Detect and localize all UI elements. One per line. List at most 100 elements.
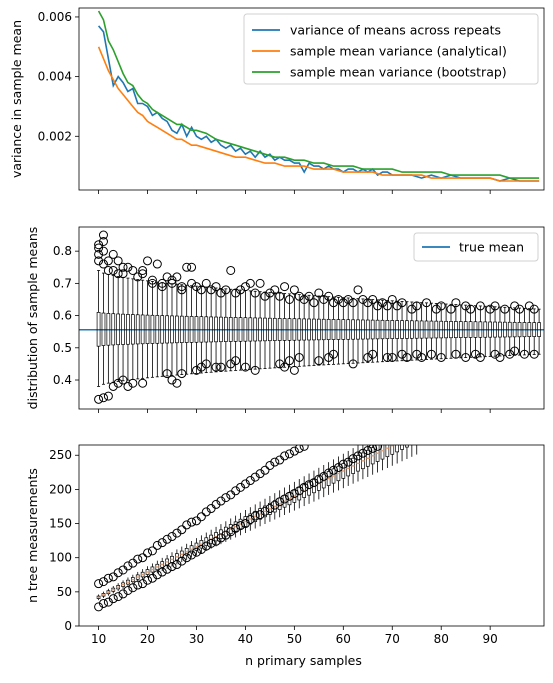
box-26 [175,283,179,376]
outlier-point [451,349,461,359]
outlier-point [211,362,221,372]
box-body [424,320,429,339]
outlier-point [275,497,285,507]
outlier-point [182,520,192,530]
outlier-point [289,488,299,498]
y-tick-label: 0.6 [53,309,72,323]
outlier-point [422,298,432,308]
box-body [458,321,463,338]
box-body [287,318,292,341]
box-body [140,314,145,345]
box-body [507,321,512,338]
x-tick-label: 20 [140,632,155,646]
outlier-point [250,288,260,298]
box-78 [429,302,434,360]
outlier-point [182,262,192,272]
box-body [429,320,434,339]
outlier-point [226,359,236,369]
box-79 [434,303,439,360]
box-89 [483,305,488,358]
box-10 [96,270,101,387]
x-tick-label: 40 [238,632,253,646]
box-body [400,445,404,450]
outlier-point [172,528,182,538]
box-body [405,320,409,339]
outlier-point [280,282,290,292]
box-11 [101,272,106,385]
outlier-point [529,304,539,314]
outlier-point [201,541,211,551]
box-body [189,316,194,343]
outlier-point [466,304,476,314]
box-body [312,318,316,341]
outlier-point [167,275,177,285]
outlier-point [128,378,138,388]
outlier-point [143,575,153,585]
box-56 [321,295,326,366]
outlier-point [103,391,113,401]
outlier-point [294,486,304,496]
outlier-point [128,558,138,568]
outlier-point [108,265,118,275]
outlier-point [255,469,265,479]
outlier-point [240,479,250,489]
outlier-point [138,269,148,279]
outlier-point [216,362,226,372]
box-88 [478,305,483,358]
box-body [414,320,419,339]
box-59 [336,296,341,365]
box-14 [116,583,121,592]
outlier-point [118,269,128,279]
outlier-point [177,285,187,295]
box-body [341,319,346,340]
box-body [419,320,424,339]
box-18 [135,571,140,583]
x-tick-label: 50 [287,632,302,646]
outlier-point [397,349,407,359]
box-body [498,321,502,338]
outlier-point [108,381,118,391]
series-line-3 [97,10,540,179]
box-12 [106,274,111,384]
box-body [361,319,365,340]
box-body [449,321,453,339]
box-body [106,313,111,346]
outlier-point [177,556,187,566]
y-tick-label: 0.4 [53,373,72,387]
box-body [331,319,336,340]
box-41 [248,507,253,531]
outlier-point [138,265,148,275]
outlier-point [113,592,123,602]
box-46 [272,292,277,369]
box-14 [116,276,121,382]
outlier-point [123,381,133,391]
box-76 [419,302,424,361]
outlier-point [304,291,314,301]
outlier-point [94,249,104,259]
outlier-point [333,463,343,473]
panel-3: 0 50 100 150 200 250 10 20 30 40 50 60 70 80 90 n tree … [25,444,545,668]
box-body [228,317,233,342]
box-70 [390,445,395,466]
series-line-2 [97,46,540,182]
outlier-point [221,493,231,503]
outlier-point [284,449,294,459]
outlier-point [382,301,392,311]
y-tick-label: 250 [49,448,72,462]
legend-label: sample mean variance (bootstrap) [290,65,507,80]
x-tick-label: 90 [483,632,498,646]
outlier-point [324,468,334,478]
box-body [179,315,184,343]
box-80 [439,303,444,360]
box-72 [400,300,404,362]
box-87 [473,305,478,358]
legend: variance of means across repeats sample m… [243,13,539,85]
box-body [380,319,385,340]
outlier-point [98,236,108,246]
outlier-point [270,285,280,295]
box-body [145,314,150,344]
outlier-point [245,514,255,524]
box-body [434,320,439,339]
outlier-point [94,579,104,589]
box-64 [361,445,365,480]
